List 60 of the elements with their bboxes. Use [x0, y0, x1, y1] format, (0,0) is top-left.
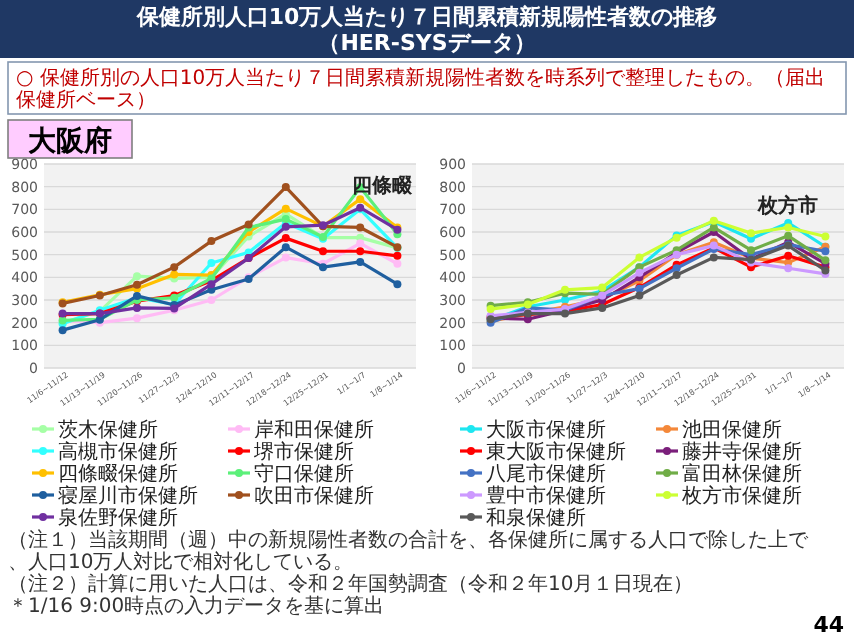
point: [709, 223, 718, 232]
point: [635, 291, 644, 300]
legend-label: 和泉保健所: [486, 506, 586, 530]
text: （注１）当該期間（週）中の新規陽性者数の合計を、各保健所に属する人口で除した上で、人口10万人対比で相対化している。: [8, 528, 810, 574]
point: [281, 183, 290, 192]
point: [821, 232, 830, 241]
point: [133, 314, 141, 323]
point: [747, 229, 755, 238]
point: [821, 247, 830, 256]
point: [133, 272, 141, 281]
legend-label: 高槻市保健所: [58, 440, 178, 464]
point: [133, 303, 141, 312]
point: [281, 204, 290, 213]
legend-label: 茨木保健所: [58, 418, 158, 442]
point: [281, 234, 290, 243]
annotation: 枚方市: [756, 193, 819, 218]
point: [281, 243, 290, 252]
point: [356, 257, 365, 266]
legend-label: 四條畷保健所: [58, 462, 178, 486]
point: [281, 253, 290, 262]
point: [207, 237, 216, 246]
point: [393, 259, 402, 268]
legend-label: 豊中市保健所: [486, 484, 606, 508]
point: [784, 264, 793, 273]
point: [356, 247, 365, 256]
point: [709, 253, 718, 262]
legend-label: 泉佐野保健所: [58, 506, 178, 530]
legend-label: 大阪市保健所: [486, 418, 606, 442]
legend-label: 東大阪市保健所: [486, 440, 626, 464]
text: 44: [813, 612, 845, 638]
legend-label: 岸和田保健所: [254, 418, 374, 442]
legend-label: 八尾市保健所: [486, 462, 606, 486]
point: [784, 251, 793, 260]
point: [58, 326, 67, 335]
point: [207, 259, 216, 268]
point: [784, 223, 793, 232]
point: [672, 271, 681, 280]
point: [170, 263, 179, 272]
text: 大阪府: [28, 124, 112, 158]
legend-label: 吹田市保健所: [254, 484, 374, 508]
point: [356, 239, 365, 248]
point: [356, 223, 365, 232]
point: [207, 296, 216, 304]
point: [319, 247, 327, 256]
legend-label: 藤井寺保健所: [682, 440, 802, 464]
legend-label: 池田保健所: [682, 418, 782, 442]
text: （注２）計算に用いた人口は、令和２年国勢調査（令和２年10月１日現在）: [8, 572, 694, 596]
chart-subtitle: ○ 保健所別の人口10万人当たり７日間累積新規陽性者数を時系列で整理したもの。（届出保健所ベース）: [16, 66, 826, 112]
legend-label: 守口保健所: [254, 462, 354, 486]
point: [393, 280, 402, 289]
legend-label: 富田林保健所: [682, 462, 802, 486]
point: [784, 231, 793, 240]
point: [635, 253, 644, 262]
legend-label: 寝屋川市保健所: [58, 484, 198, 508]
point: [635, 268, 644, 277]
chart-title: 保健所別人口10万人当たり７日間累積新規陽性者数の推移（HER-SYSデータ）: [134, 4, 718, 56]
text: ＊1/16 9:00時点の入力データを基に算出: [8, 594, 385, 618]
point: [393, 251, 402, 260]
legend-label: 枚方市保健所: [680, 484, 802, 508]
legend-label: 堺市保健所: [252, 440, 354, 464]
